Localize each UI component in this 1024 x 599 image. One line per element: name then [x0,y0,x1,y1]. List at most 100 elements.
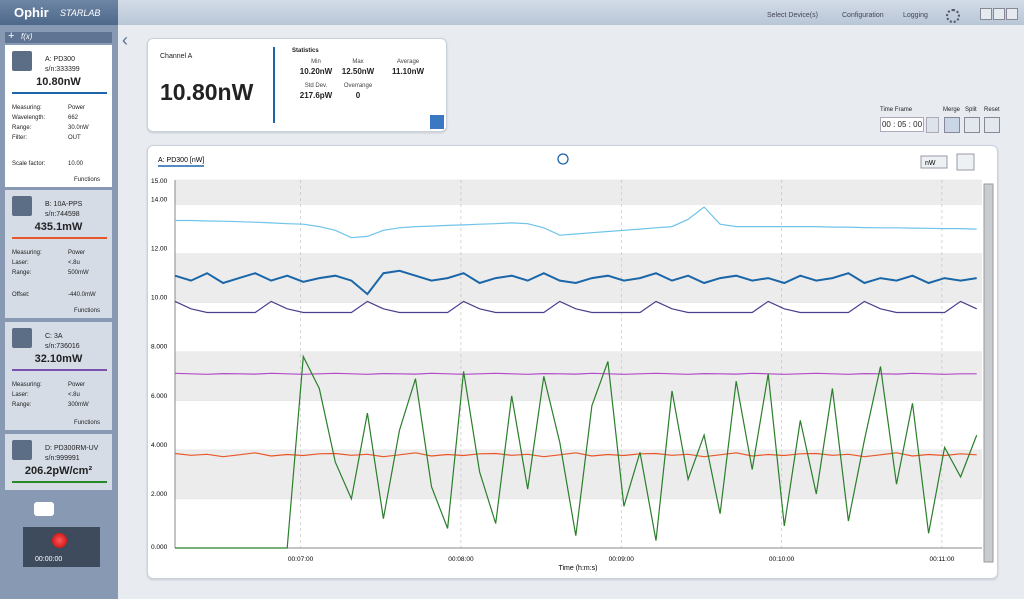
device-panel: A: PD300 s/n:333399 10.80nW Measuring: Power… [5,45,112,187]
snapshot-button[interactable] [34,502,54,516]
y-tick-label: 12.00 [151,246,168,253]
device-title: A: PD300 [45,56,75,63]
top-bar [0,0,1024,25]
minimize-button[interactable] [980,8,992,20]
x-tick-label: 00:07:00 [288,556,314,563]
device-icon [12,328,32,348]
settings-icon[interactable] [946,9,960,23]
sidebar: + f(x) 00:00:00 A: PD300 s/n:333399 10.80n… [0,25,118,599]
collapse-button[interactable]: ‹ [122,30,128,50]
x-axis-label: Time (h:m:s) [558,565,597,572]
plot-area: 15.00 14.00 12.00 10.00 8.000 6.000 4.000 2.000… [151,178,982,563]
add-button[interactable]: + [8,30,15,42]
math-button[interactable]: f(x) [21,32,33,41]
unit-dropdown[interactable] [920,155,948,169]
setting-value[interactable]: 662 [68,115,79,121]
device-serial: s/n:999991 [45,455,80,462]
merge-label: Merge [943,107,961,113]
setting-value[interactable]: OUT [68,135,81,141]
y-tick-label: 8.000 [151,344,168,351]
x-tick-label: 00:09:00 [609,556,635,563]
y-tick-label: 10.00 [151,295,168,302]
stat-label: Average [396,59,420,65]
channel-reading: 10.80nW [160,79,254,105]
functions-button[interactable]: Functions [73,308,100,314]
device-panel: C: 3A s/n:736016 32.10mW Measuring: Power Las… [5,322,112,430]
setting-value[interactable]: Power [68,250,86,256]
setting-label: Filter: [12,135,27,141]
x-tick-label: 00:08:00 [448,556,474,563]
menu-item[interactable]: Logging [903,12,928,19]
time-frame-input[interactable]: 00 : 05 : 00 [880,117,924,132]
device-icon [12,440,32,460]
device-title: C: 3A [45,333,63,340]
grid-band [175,351,982,401]
device-serial: s/n:744598 [45,211,80,218]
merge-button[interactable] [944,117,960,133]
record-button[interactable] [52,533,67,548]
expand-button[interactable] [430,115,444,129]
logo: Ophir STARLAB [0,0,118,25]
setting-label: Measuring: [12,382,42,388]
stat-label: Min [311,59,321,65]
setting-label: Scale factor: [12,161,46,167]
pause-button[interactable] [557,153,569,165]
device-serial: s/n:333399 [45,66,80,73]
close-button[interactable] [1006,8,1018,20]
recorder: 00:00:00 [23,527,100,567]
data-line [175,206,977,239]
setting-value[interactable]: 500mW [68,270,89,276]
setting-value[interactable]: Power [68,105,86,111]
x-tick-label: 00:10:00 [769,556,795,563]
setting-value[interactable]: Power [68,382,86,388]
functions-button[interactable]: Functions [73,420,100,426]
stat-value: 10.20nW [299,67,333,76]
setting-value[interactable]: <.8u [68,260,80,266]
setting-value[interactable]: 300mW [68,402,89,408]
reset-button[interactable] [984,117,1000,133]
time-frame-label: Time Frame [880,107,913,113]
stats-card: Channel A 10.80nW Statistics Min 10.20nW M… [147,38,447,132]
stat-value: 11.10nW [391,67,424,76]
setting-value: -440.0mW [68,292,96,298]
stats-title: Statistics [292,48,319,54]
y-tick-label: 6.000 [151,393,168,400]
device-panel: B: 10A-PPS s/n:744598 435.1mW Measuring: Pow… [5,190,112,318]
grid-band [175,180,982,205]
grid-band [175,253,982,303]
scrollbar[interactable] [983,183,994,563]
y-tick-label: 0.000 [151,544,168,551]
setting-label: Measuring: [12,105,42,111]
setting-label: Range: [12,125,32,131]
split-button[interactable] [964,117,980,133]
unit-label: nW [925,160,936,167]
device-icon [12,51,32,71]
maximize-button[interactable] [993,8,1005,20]
device-title: B: 10A-PPS [45,201,83,208]
setting-label: Range: [12,402,32,408]
grid-band [175,449,982,499]
device-reading: 32.10mW [34,353,83,365]
setting-label: Laser: [12,392,29,398]
chart-type-button[interactable] [956,153,975,171]
setting-value[interactable]: <.8u [68,392,80,398]
channel-label: Channel A [160,53,193,60]
device-reading: 206.2pW/cm² [24,465,93,477]
split-label: Split [965,107,977,113]
device-underline [12,92,107,94]
setting-value[interactable]: 30.0nW [68,125,89,131]
y-tick-label: 15.00 [151,178,168,185]
product: STARLAB [60,8,101,18]
stat-label: Std Dev. [304,83,328,89]
menu-item[interactable]: Select Device(s) [767,12,818,19]
device-reading: 10.80nW [36,76,81,88]
brand: Ophir [14,5,49,20]
functions-button[interactable]: Functions [73,177,100,183]
setting-label: Laser: [12,260,29,266]
window-buttons [980,8,1018,20]
time-frame-spinner[interactable] [926,117,939,133]
chart-title: A: PD300 [nW] [158,157,204,164]
menu-item[interactable]: Configuration [842,12,884,19]
